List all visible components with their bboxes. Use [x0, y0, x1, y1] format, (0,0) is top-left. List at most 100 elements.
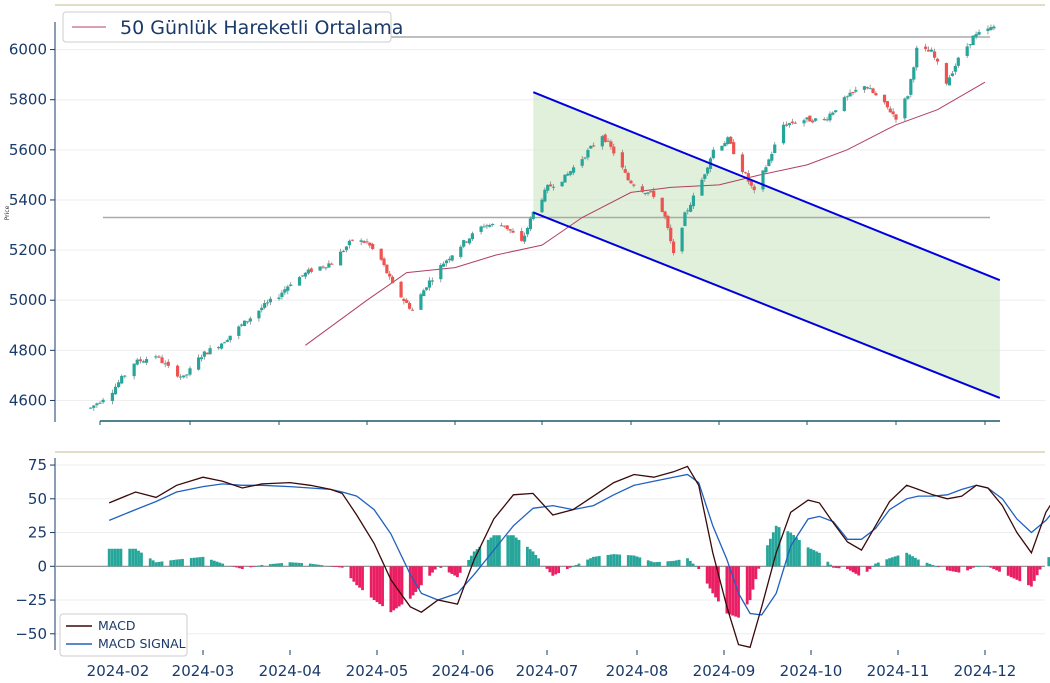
x-tick-label: 2024-03 — [172, 662, 235, 680]
macd-histogram-bar — [638, 557, 642, 567]
x-tick-label: 2024-09 — [693, 662, 756, 680]
candle-body — [388, 273, 392, 277]
macd-histogram-bar — [795, 537, 798, 567]
macd-histogram-bar — [495, 535, 498, 567]
macd-histogram-bar — [1018, 566, 1022, 582]
candle-body — [303, 272, 307, 277]
candle-body — [523, 235, 527, 242]
price-y-tick-label: 5000 — [9, 291, 47, 309]
candle-body — [120, 375, 124, 384]
candle-body — [660, 197, 664, 212]
macd-histogram-bar — [447, 566, 451, 573]
candle-body — [132, 363, 136, 377]
macd-histogram-bar — [116, 548, 120, 567]
candle-body — [580, 159, 584, 166]
candle-body — [623, 169, 627, 173]
macd-histogram-bar — [361, 566, 364, 591]
candle-body — [787, 123, 791, 126]
macd-histogram-bar — [974, 566, 978, 567]
candle-body — [811, 120, 815, 123]
macd-histogram-bar — [528, 549, 532, 567]
macd-histogram-bar — [848, 566, 852, 571]
macd-histogram-bar — [332, 566, 335, 567]
candle-body — [752, 186, 756, 191]
macd-histogram-bar — [548, 566, 552, 573]
macd-histogram-bar — [655, 562, 659, 567]
macd-histogram-bar — [837, 566, 841, 569]
candle-body — [802, 120, 806, 124]
macd-histogram-bar — [414, 566, 418, 592]
macd-histogram-bar — [131, 548, 135, 567]
candle-body — [927, 49, 931, 52]
macd-histogram-bar — [378, 566, 382, 605]
candle-body — [566, 173, 570, 176]
macd-histogram-bar — [1047, 557, 1050, 567]
macd-histogram-bar — [728, 566, 732, 615]
macd-histogram-bar — [571, 566, 575, 567]
macd-histogram-bar — [868, 566, 872, 569]
macd-histogram-bar — [268, 564, 272, 567]
macd-histogram-bar — [551, 566, 555, 576]
macd-histogram-bar — [969, 566, 972, 569]
candle-body — [179, 376, 183, 378]
macd-histogram-bar — [865, 566, 869, 572]
candle-body — [906, 96, 910, 99]
macd-histogram-bar — [893, 556, 897, 567]
candle-body — [666, 215, 670, 228]
candle-body — [399, 281, 403, 298]
macd-y-tick-label: 0 — [37, 557, 47, 575]
candle-body — [640, 186, 644, 193]
price-legend-label: 50 Günlük Hareketli Ortalama — [120, 17, 403, 39]
macd-histogram-bar — [666, 561, 670, 567]
candle-body — [309, 268, 313, 272]
macd-histogram-bar — [238, 566, 241, 569]
candle-body — [465, 241, 469, 243]
macd-histogram-bar — [397, 566, 401, 607]
candle-body — [606, 140, 610, 142]
candle-body — [944, 63, 949, 84]
macd-histogram-bar — [792, 535, 795, 567]
candle-body — [540, 199, 544, 213]
macd-histogram-bar — [369, 566, 373, 598]
candle-body — [188, 368, 192, 375]
candle-body — [330, 263, 334, 265]
macd-histogram-bar — [294, 562, 298, 567]
macd-histogram-bar — [851, 566, 855, 573]
macd-histogram-bar — [876, 562, 880, 567]
macd-histogram-bar — [274, 563, 278, 567]
price-panel: 4600 4800 5000 5200 5400 5600 5800 6000 Price 5… — [4, 11, 1045, 425]
macd-histogram-bar — [257, 565, 261, 567]
macd-histogram-bar — [140, 552, 143, 567]
macd-histogram-bar — [531, 551, 535, 567]
candle-body — [971, 35, 975, 46]
candle-body — [280, 292, 284, 297]
channel-shade — [533, 92, 1000, 398]
macd-histogram-bar — [806, 547, 810, 567]
macd-histogram-bar — [646, 560, 650, 567]
candle-body — [98, 402, 102, 404]
macd-histogram-bar — [478, 546, 482, 567]
candle-body — [543, 189, 547, 202]
candle-body — [909, 79, 913, 95]
candle-body — [743, 172, 747, 174]
macd-histogram-bar — [512, 535, 515, 567]
price-y-ticks: 4600 4800 5000 5200 5400 5600 5800 6000 — [9, 41, 55, 409]
candle-body — [268, 298, 272, 303]
macd-histogram-bar — [672, 560, 675, 567]
candle-body — [571, 167, 576, 173]
macd-histogram-bar — [697, 566, 701, 569]
macd-histogram-bar — [240, 566, 244, 569]
x-tick-label: 2024-06 — [432, 662, 495, 680]
macd-histogram-bar — [349, 566, 353, 579]
macd-y-tick-label: 75 — [28, 456, 47, 474]
candle-body — [485, 225, 489, 227]
candle-body — [814, 118, 818, 121]
channel-upper-line — [532, 91, 1001, 282]
candle-body — [135, 359, 139, 365]
macd-y-tick-label: −25 — [15, 591, 47, 609]
macd-histogram-bar — [1038, 566, 1042, 570]
candle-body — [612, 146, 616, 154]
macd-histogram-bar — [1015, 566, 1019, 580]
candle-body — [339, 251, 343, 266]
macd-y-tick-label: 25 — [28, 524, 47, 542]
